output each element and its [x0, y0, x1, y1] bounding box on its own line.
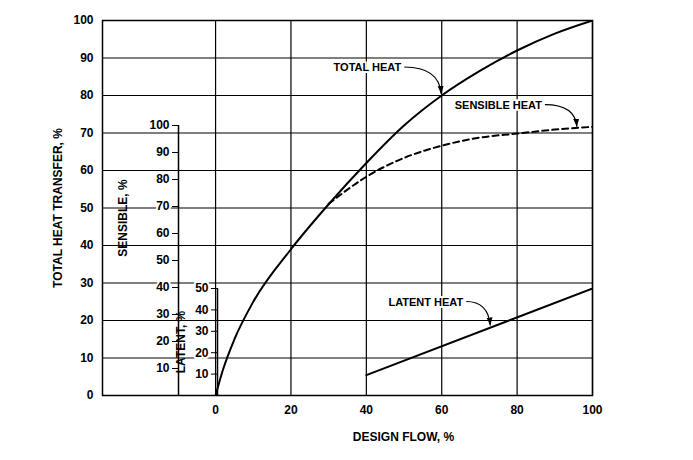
svg-text:80: 80	[80, 88, 94, 102]
svg-text:20: 20	[284, 403, 298, 417]
svg-text:20: 20	[80, 313, 94, 327]
svg-text:60: 60	[80, 163, 94, 177]
svg-text:10: 10	[195, 367, 209, 381]
svg-text:20: 20	[156, 334, 170, 348]
html-text:DESIGN FLOW, %: DESIGN FLOW, %	[352, 430, 455, 444]
svg-text:100: 100	[149, 118, 169, 132]
svg-text:80: 80	[510, 403, 524, 417]
svg-text:20: 20	[195, 346, 209, 360]
svg-text:TOTAL HEAT: TOTAL HEAT	[334, 61, 402, 73]
svg-text:100: 100	[582, 403, 602, 417]
svg-text:30: 30	[80, 276, 94, 290]
svg-text:30: 30	[156, 307, 170, 321]
html-text:LATENT, %: LATENT, %	[174, 310, 188, 373]
svg-text:30: 30	[195, 324, 209, 338]
svg-text:90: 90	[156, 145, 170, 159]
html-text:TOTAL HEAT TRANSFER, %: TOTAL HEAT TRANSFER, %	[51, 127, 65, 288]
svg-text:80: 80	[156, 172, 170, 186]
svg-text:50: 50	[156, 253, 170, 267]
svg-text:LATENT HEAT: LATENT HEAT	[388, 296, 463, 308]
svg-text:40: 40	[80, 238, 94, 252]
svg-text:50: 50	[80, 201, 94, 215]
svg-text:50: 50	[195, 281, 209, 295]
svg-text:70: 70	[156, 199, 170, 213]
svg-text:60: 60	[435, 403, 449, 417]
svg-text:60: 60	[156, 226, 170, 240]
svg-text:40: 40	[156, 280, 170, 294]
svg-text:0: 0	[87, 388, 94, 402]
svg-text:SENSIBLE HEAT: SENSIBLE HEAT	[455, 99, 542, 111]
svg-text:10: 10	[156, 361, 170, 375]
svg-text:90: 90	[80, 51, 94, 65]
svg-text:40: 40	[195, 303, 209, 317]
svg-text:0: 0	[212, 403, 219, 417]
svg-text:10: 10	[80, 351, 94, 365]
svg-text:70: 70	[80, 126, 94, 140]
html-text:SENSIBLE, %: SENSIBLE, %	[116, 179, 130, 257]
svg-text:40: 40	[360, 403, 374, 417]
svg-text:100: 100	[73, 13, 93, 27]
